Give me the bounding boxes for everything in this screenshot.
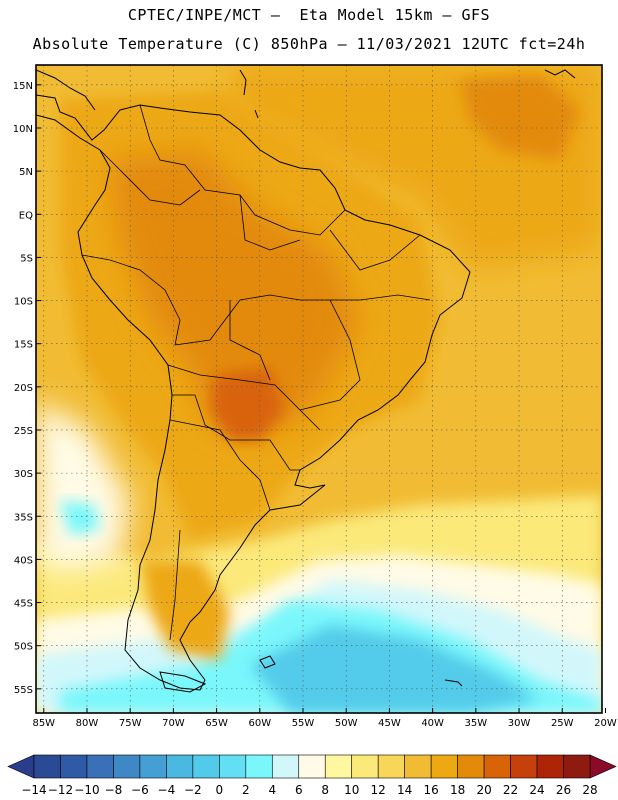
colorbar-swatch [536,754,564,779]
colorbar-label: −6 [131,783,149,797]
lat-label: 10S [14,297,33,308]
colorbar-swatch [324,754,353,779]
colorbar-swatch [166,754,194,779]
colorbar-label: 4 [268,783,276,797]
colorbar-swatch [245,754,273,779]
colorbar-label: −10 [74,783,99,797]
colorbar-label: 16 [424,783,439,797]
lon-label: 65W [205,718,228,729]
colorbar-swatch [510,754,538,779]
colorbar-swatch [219,754,247,779]
colorbar-swatch [271,754,300,779]
colorbar-swatch [483,754,511,779]
lon-label: 60W [248,718,271,729]
central-america-coastline [36,69,96,111]
lon-label: 75W [119,718,142,729]
colorbar-under-triangle [7,754,35,779]
colorbar-over-triangle [589,754,617,779]
colorbar-label: 22 [503,783,518,797]
south-georgia [444,679,463,687]
colorbar-label: −14 [21,783,46,797]
lat-label: 5N [19,167,33,178]
colorbar-swatch [351,754,379,779]
colorbar-label: 6 [295,783,303,797]
colorbar-label: −12 [48,783,73,797]
colorbar-label: 26 [556,783,571,797]
lat-label: 55S [14,685,33,696]
colorbar-label: 24 [529,783,544,797]
country-borders [81,104,431,641]
tierra-del-fuego [159,671,207,693]
lon-label: 85W [32,718,55,729]
colorbar-label: 0 [216,783,224,797]
lon-label: 50W [335,718,358,729]
lon-label: 25W [551,718,574,729]
lat-label: 10N [13,124,33,135]
colorbar-label: 8 [321,783,329,797]
colorbar-swatch [86,754,114,779]
lon-label: 30W [508,718,531,729]
falkland-islands [259,655,276,669]
lat-label: 50S [14,642,33,653]
colorbar-label: 14 [397,783,412,797]
lat-label: 5S [20,253,33,264]
lat-label: 20S [14,383,33,394]
lon-label: 55W [292,718,315,729]
lat-label: 25S [14,426,33,437]
colorbar-label: −4 [158,783,176,797]
colorbar-label: 10 [344,783,359,797]
colorbar-swatch [563,754,591,779]
coastlines [36,69,576,693]
lon-label: 35W [465,718,488,729]
lon-label: 45W [378,718,401,729]
lon-label: 80W [76,718,99,729]
colorbar-swatch [139,754,167,779]
latitude-axis: 15N 10N 5N EQ 5S 10S 15S 20S 25S 30S 35S 40S 45S 50S 5… [13,81,41,696]
lon-label: 70W [162,718,185,729]
colorbar-swatch [377,754,405,779]
lat-label: 35S [14,512,33,523]
lat-label: EQ [19,210,33,221]
title-field: Absolute Temperature (C) 850hPa – 11/03/… [32,35,586,53]
colorbar-swatch [60,754,88,779]
colorbar-swatch [298,754,326,779]
south-america-coastline [36,94,471,691]
map-frame [35,64,603,714]
lon-label: 40W [421,718,444,729]
lat-label: 15N [13,81,33,92]
lat-label: 45S [14,599,33,610]
colorbar-swatch [113,754,141,779]
colorbar-swatch [33,754,61,779]
temperature-field [36,65,602,713]
title-model: CPTEC/INPE/MCT – Eta Model 15km – GFS [127,6,491,24]
colorbar-label: 2 [242,783,250,797]
colorbar-swatch [430,754,458,779]
colorbar-swatch [404,754,432,779]
colorbar-label: 20 [476,783,491,797]
caribbean-islands [239,69,576,119]
colorbar-swatch [192,754,220,779]
colorbar-swatch [457,754,485,779]
colorbar-label: 18 [450,783,465,797]
colorbar-label: 12 [371,783,386,797]
lon-label: 20W [594,718,617,729]
lat-label: 15S [14,340,33,351]
colorbar-label: 28 [582,783,597,797]
colorbar-label: −8 [105,783,123,797]
lat-label: 30S [14,469,33,480]
longitude-axis: 85W 80W 75W 70W 65W 60W 55W 50W 45W 40W 35W 30W 25W 2… [32,708,617,729]
colorbar-label: −2 [184,783,202,797]
colorbar: −14 −12 −10 −8 −6 −4 −2 0 2 4 6 8 10 12 14 16 18 20 22 24 26… [7,754,617,797]
graticule [36,65,602,713]
lat-label: 40S [14,555,33,566]
